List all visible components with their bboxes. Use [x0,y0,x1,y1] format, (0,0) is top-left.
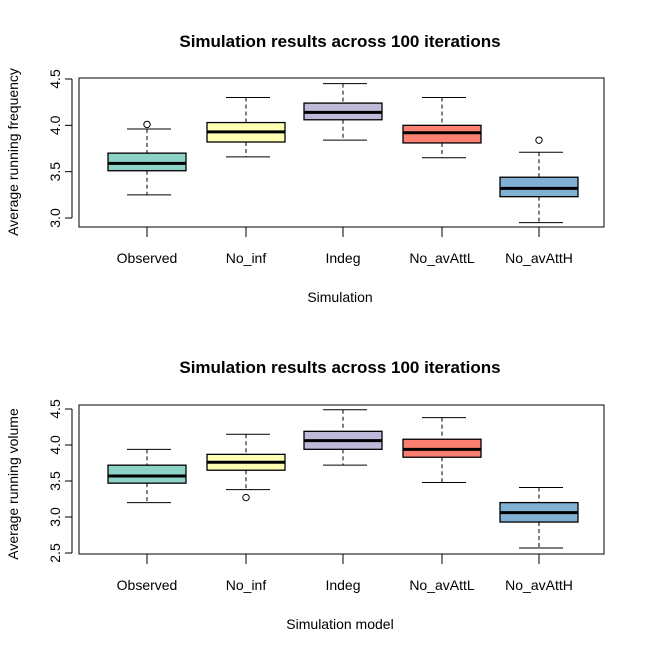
outlier-point [242,493,250,502]
chart-running-frequency: Simulation results across 100 iterations… [5,32,605,305]
x-tick-label: Observed [117,577,178,593]
x-tick-label: Indeg [325,250,360,266]
outlier-point [143,120,151,129]
y-axis-label: Average running frequency [5,68,21,236]
chart-title: Simulation results across 100 iterations [179,32,500,51]
x-tick-label: No_inf [226,250,267,266]
box-indeg [303,83,383,141]
box-observed [107,448,187,504]
x-tick-label: Indeg [325,577,360,593]
x-axis-label: Simulation [307,289,372,305]
plot-frame [78,404,605,555]
box-no-inf [206,97,286,158]
box-indeg [303,409,383,466]
y-tick-label: 3.5 [47,162,63,182]
box-no-avattl [402,417,482,483]
box-no-avatth [499,486,579,549]
plot-area: 2.5 3.0 3.5 4.0 4.5 Observed No_inf Indeg No_avA… [47,399,605,593]
chart-running-volume: Simulation results across 100 iterations… [5,358,605,632]
x-tick-label: No_avAttL [409,250,475,266]
box-no-inf [206,433,286,502]
x-axis-label: Simulation model [286,616,393,632]
box-no-avatth [499,136,579,224]
plot-frame [78,77,605,228]
y-tick-label: 3.0 [47,507,63,527]
chart-title: Simulation results across 100 iterations [179,358,500,377]
outlier-point [535,136,543,144]
y-tick-label: 4.5 [47,399,63,419]
y-axis-label: Average running volume [5,408,21,560]
box-observed [107,120,187,196]
x-tick-label: Observed [117,250,178,266]
x-tick-label: No_inf [226,577,267,593]
y-tick-label: 4.5 [47,69,63,89]
x-tick-label: No_avAttH [505,250,573,266]
y-tick-label: 3.0 [47,208,63,228]
box-iqr [107,464,187,484]
y-tick-label: 4.0 [47,115,63,135]
x-tick-label: No_avAttL [409,577,475,593]
plot-area: 3.0 3.5 4.0 4.5 Observed No_inf Indeg No_avAttL… [47,69,605,266]
y-tick-label: 3.5 [47,471,63,491]
y-tick-label: 4.0 [47,435,63,455]
y-tick-label: 2.5 [47,543,63,563]
x-tick-label: No_avAttH [505,577,573,593]
box-no-avattl [402,97,482,159]
